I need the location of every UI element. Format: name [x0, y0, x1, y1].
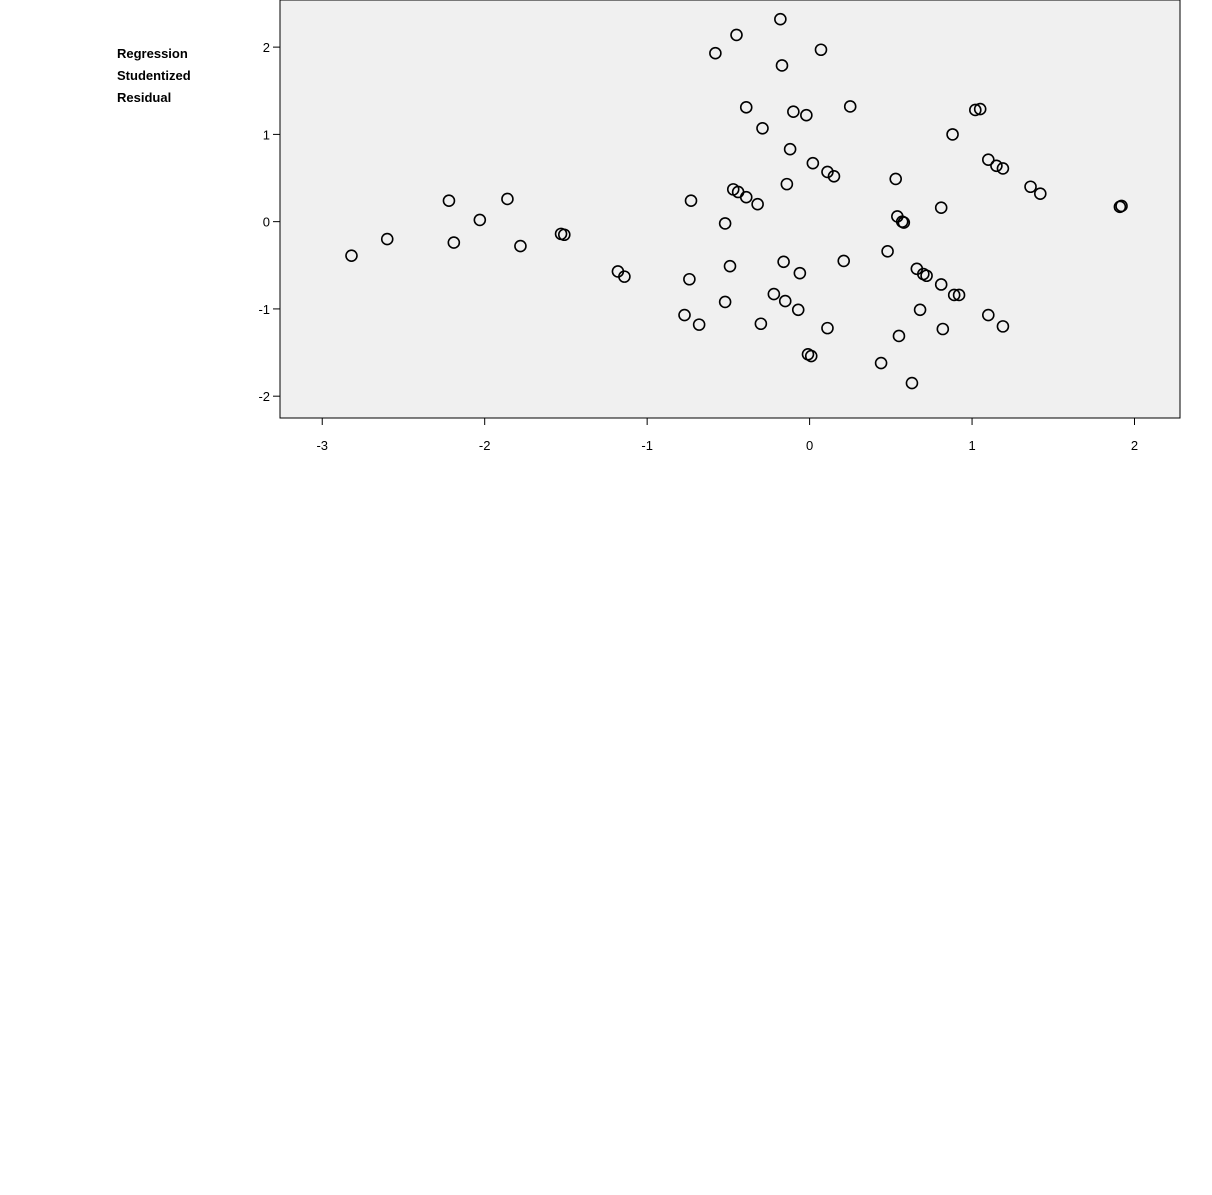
point [982, 153, 995, 166]
point [514, 239, 527, 253]
x-tick-label: 0 [806, 438, 813, 453]
point [684, 194, 698, 208]
point [874, 356, 888, 370]
point [982, 308, 995, 322]
point [618, 270, 631, 283]
point [683, 272, 696, 286]
point [774, 12, 787, 26]
point [778, 294, 792, 308]
point [1115, 199, 1128, 213]
x-tick-label: -2 [479, 438, 491, 453]
point [751, 197, 764, 211]
point [345, 249, 358, 262]
point [946, 128, 959, 141]
point [447, 236, 461, 249]
y-tick-label: 0 [263, 215, 270, 230]
point [739, 101, 753, 114]
point [920, 269, 933, 283]
point [754, 317, 768, 331]
y-tick-label: -2 [258, 389, 270, 404]
point [709, 46, 722, 60]
point [952, 288, 966, 302]
point [756, 121, 769, 135]
point [557, 228, 571, 242]
point [718, 295, 732, 309]
point [473, 213, 487, 227]
point [793, 266, 807, 280]
plot-area [279, 0, 1181, 419]
point [1033, 187, 1047, 201]
point [723, 259, 737, 273]
y-tick-label: 2 [263, 40, 270, 55]
point [905, 376, 919, 390]
point [913, 303, 927, 317]
point [934, 278, 948, 291]
point [800, 108, 813, 122]
point [947, 288, 961, 302]
point [897, 216, 911, 229]
point [775, 59, 789, 72]
point [934, 201, 948, 214]
point [814, 43, 828, 57]
point [969, 103, 982, 117]
point [442, 194, 456, 208]
point [380, 232, 394, 246]
point [501, 192, 514, 206]
point [1024, 180, 1037, 194]
point [821, 321, 834, 335]
point [889, 172, 903, 186]
point [767, 287, 781, 301]
y-axis-label: Regression Studentized Residual [117, 46, 191, 105]
point [783, 142, 797, 156]
point [791, 303, 805, 317]
point [739, 190, 753, 204]
point [881, 245, 894, 258]
point [692, 318, 706, 331]
x-tick-label: -3 [316, 438, 328, 453]
point [843, 100, 857, 113]
point [827, 169, 841, 183]
point [892, 329, 906, 343]
point [990, 159, 1003, 173]
point [678, 308, 691, 322]
point [996, 320, 1010, 333]
point [718, 217, 732, 230]
point [804, 349, 818, 363]
y-tick-label: -1 [258, 302, 270, 317]
x-tick-label: -1 [641, 438, 653, 453]
point [730, 28, 743, 42]
point [780, 177, 794, 191]
point [777, 255, 790, 269]
point [821, 165, 834, 179]
point [996, 162, 1010, 175]
point [936, 322, 950, 336]
x-tick-label: 2 [1131, 438, 1138, 453]
point [837, 254, 851, 268]
point [806, 156, 820, 170]
point [787, 105, 800, 118]
y-tick-label: 1 [263, 127, 270, 142]
x-tick-label: 1 [968, 438, 975, 453]
point [973, 102, 987, 116]
